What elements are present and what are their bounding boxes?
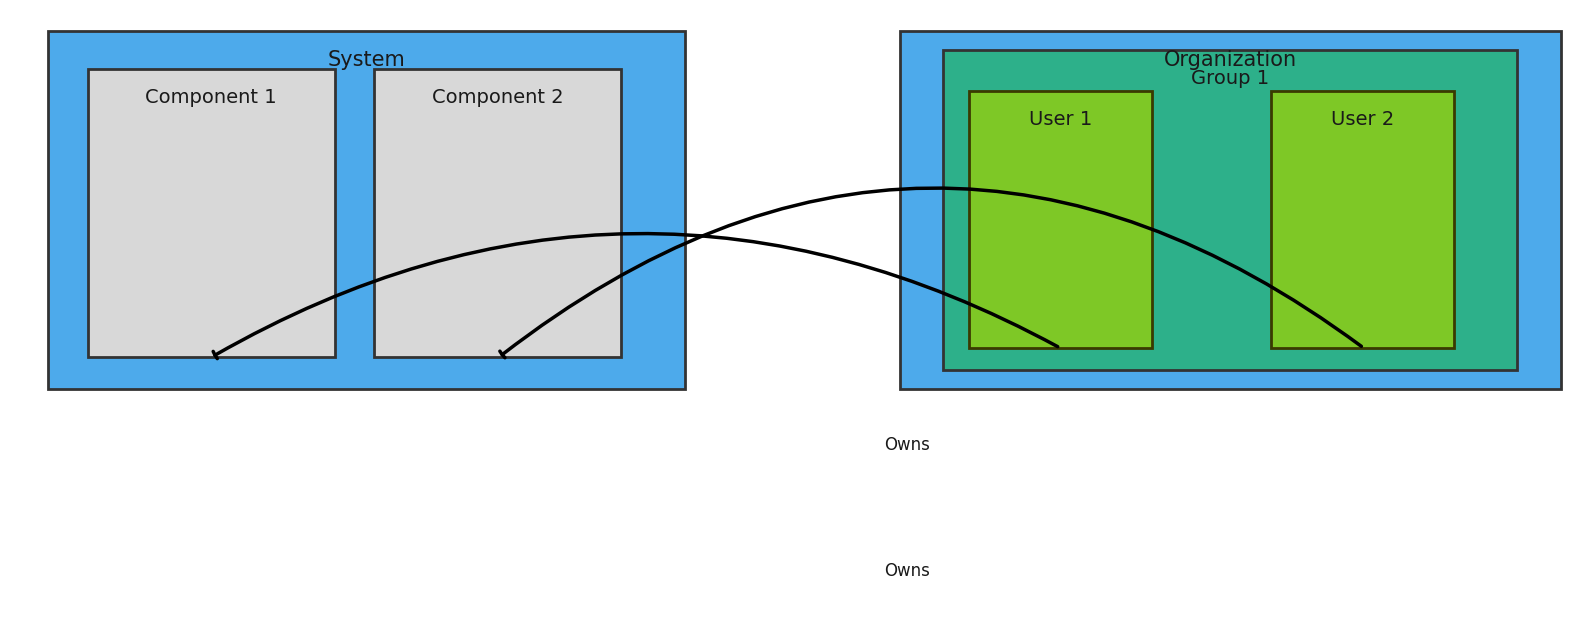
Text: User 2: User 2	[1332, 110, 1394, 129]
FancyBboxPatch shape	[900, 31, 1561, 389]
Text: Organization: Organization	[1164, 50, 1297, 70]
Text: Owns: Owns	[884, 562, 930, 579]
FancyBboxPatch shape	[88, 69, 335, 357]
FancyBboxPatch shape	[969, 91, 1152, 348]
Text: Component 2: Component 2	[432, 88, 564, 107]
Text: Component 1: Component 1	[145, 88, 277, 107]
Text: Group 1: Group 1	[1190, 69, 1270, 88]
FancyBboxPatch shape	[1271, 91, 1454, 348]
FancyBboxPatch shape	[48, 31, 685, 389]
Text: Owns: Owns	[884, 436, 930, 454]
FancyBboxPatch shape	[374, 69, 621, 357]
Text: System: System	[328, 50, 405, 70]
Text: User 1: User 1	[1029, 110, 1091, 129]
FancyBboxPatch shape	[943, 50, 1517, 370]
